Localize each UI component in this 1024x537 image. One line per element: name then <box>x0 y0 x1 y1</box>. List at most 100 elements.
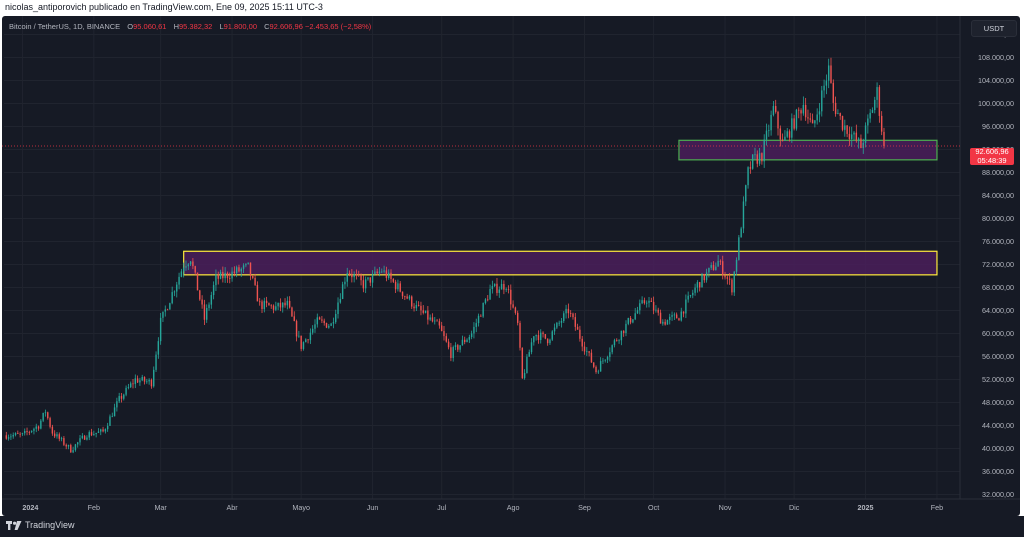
candle <box>226 271 229 283</box>
candle <box>28 430 31 436</box>
candle <box>397 279 399 292</box>
candle-body <box>583 346 586 352</box>
candle-body <box>106 425 109 430</box>
candle <box>498 286 500 298</box>
candle-body <box>482 302 484 317</box>
candle <box>189 260 192 267</box>
candle <box>286 296 289 310</box>
candle <box>81 433 84 440</box>
candle <box>864 122 867 148</box>
currency-button[interactable]: USDT <box>971 20 1017 37</box>
candle <box>385 266 388 282</box>
candle-body <box>450 347 452 358</box>
price-chart[interactable]: 32.000,00 36.000,00 40.000,00 44.000,00 48.0… <box>2 16 1020 516</box>
candle <box>42 412 44 423</box>
candle <box>424 310 427 314</box>
candle-body <box>510 289 512 305</box>
candle <box>136 375 139 384</box>
candle-body <box>871 110 874 113</box>
candle <box>581 336 583 352</box>
candle-body <box>275 306 277 310</box>
y-tick-label: 104.000,00 <box>978 76 1014 85</box>
candle <box>291 306 293 318</box>
candle-body <box>689 295 692 297</box>
candle-body <box>401 291 404 297</box>
candle <box>754 147 756 160</box>
candle-body <box>758 153 761 164</box>
candle-body <box>599 361 602 372</box>
candle <box>666 319 669 325</box>
candle-body <box>37 426 40 429</box>
candle <box>701 272 703 288</box>
candle-body <box>332 322 335 324</box>
candle-body <box>436 320 438 322</box>
candle-body <box>148 379 150 382</box>
candle <box>434 316 436 325</box>
candle <box>123 393 125 401</box>
candle <box>383 265 385 274</box>
publish-bar: nicolas_antiporovich publicado en Tradin… <box>0 0 1024 16</box>
candle-body <box>394 281 397 290</box>
candle-body <box>514 307 517 313</box>
candle-body <box>323 320 325 323</box>
candle-body <box>272 305 275 310</box>
candle <box>832 79 835 112</box>
candle-body <box>263 300 266 310</box>
candle-body <box>569 313 572 314</box>
candle <box>643 297 646 305</box>
candle-body <box>10 436 12 438</box>
candle-body <box>804 104 807 118</box>
candle <box>480 314 482 317</box>
candle <box>233 266 236 277</box>
y-tick-label: 44.000,00 <box>982 421 1014 430</box>
candle <box>602 357 604 365</box>
candle-body <box>120 396 123 399</box>
candle-body <box>772 106 775 115</box>
candle <box>176 281 178 298</box>
candle <box>116 397 118 412</box>
candle-body <box>703 274 706 281</box>
candle <box>726 274 729 285</box>
candle <box>148 378 150 385</box>
candle-body <box>443 331 445 337</box>
x-tick-label: Sep <box>578 503 591 512</box>
candle-body <box>535 335 537 337</box>
candle <box>618 339 620 344</box>
tradingview-logo[interactable]: TradingView <box>6 520 75 530</box>
y-tick-label: 60.000,00 <box>982 329 1014 338</box>
candle <box>307 338 309 344</box>
candle <box>786 127 788 139</box>
candle-body <box>212 285 215 296</box>
candle <box>724 271 726 280</box>
candle <box>521 347 524 379</box>
candle <box>742 196 745 234</box>
candle-body <box>595 366 597 372</box>
candle-body <box>860 138 862 148</box>
candle <box>339 293 342 304</box>
candle-body <box>70 445 72 453</box>
candle-body <box>93 434 95 436</box>
candle-body <box>201 299 203 305</box>
candle <box>35 423 37 433</box>
candle-body <box>609 352 611 358</box>
chart-panel[interactable]: 32.000,00 36.000,00 40.000,00 44.000,00 48.0… <box>2 16 1020 516</box>
candle-body <box>717 260 719 267</box>
candle <box>245 263 247 268</box>
candle-body <box>171 292 173 304</box>
candle-body <box>339 298 342 303</box>
candle <box>143 376 146 385</box>
candle-body <box>484 299 487 303</box>
candle <box>595 365 597 374</box>
candle <box>265 296 268 308</box>
candle-body <box>814 120 816 124</box>
candle <box>798 107 800 119</box>
candle <box>376 268 378 276</box>
candle <box>862 138 864 154</box>
candle-body <box>756 154 758 164</box>
candle-body <box>839 113 841 117</box>
candle-body <box>581 338 583 347</box>
candle-body <box>199 290 201 300</box>
candle-body <box>738 237 740 260</box>
candle <box>740 226 742 238</box>
legend-symbol[interactable]: Bitcoin / TetherUS, 1D, BINANCE <box>9 22 121 31</box>
